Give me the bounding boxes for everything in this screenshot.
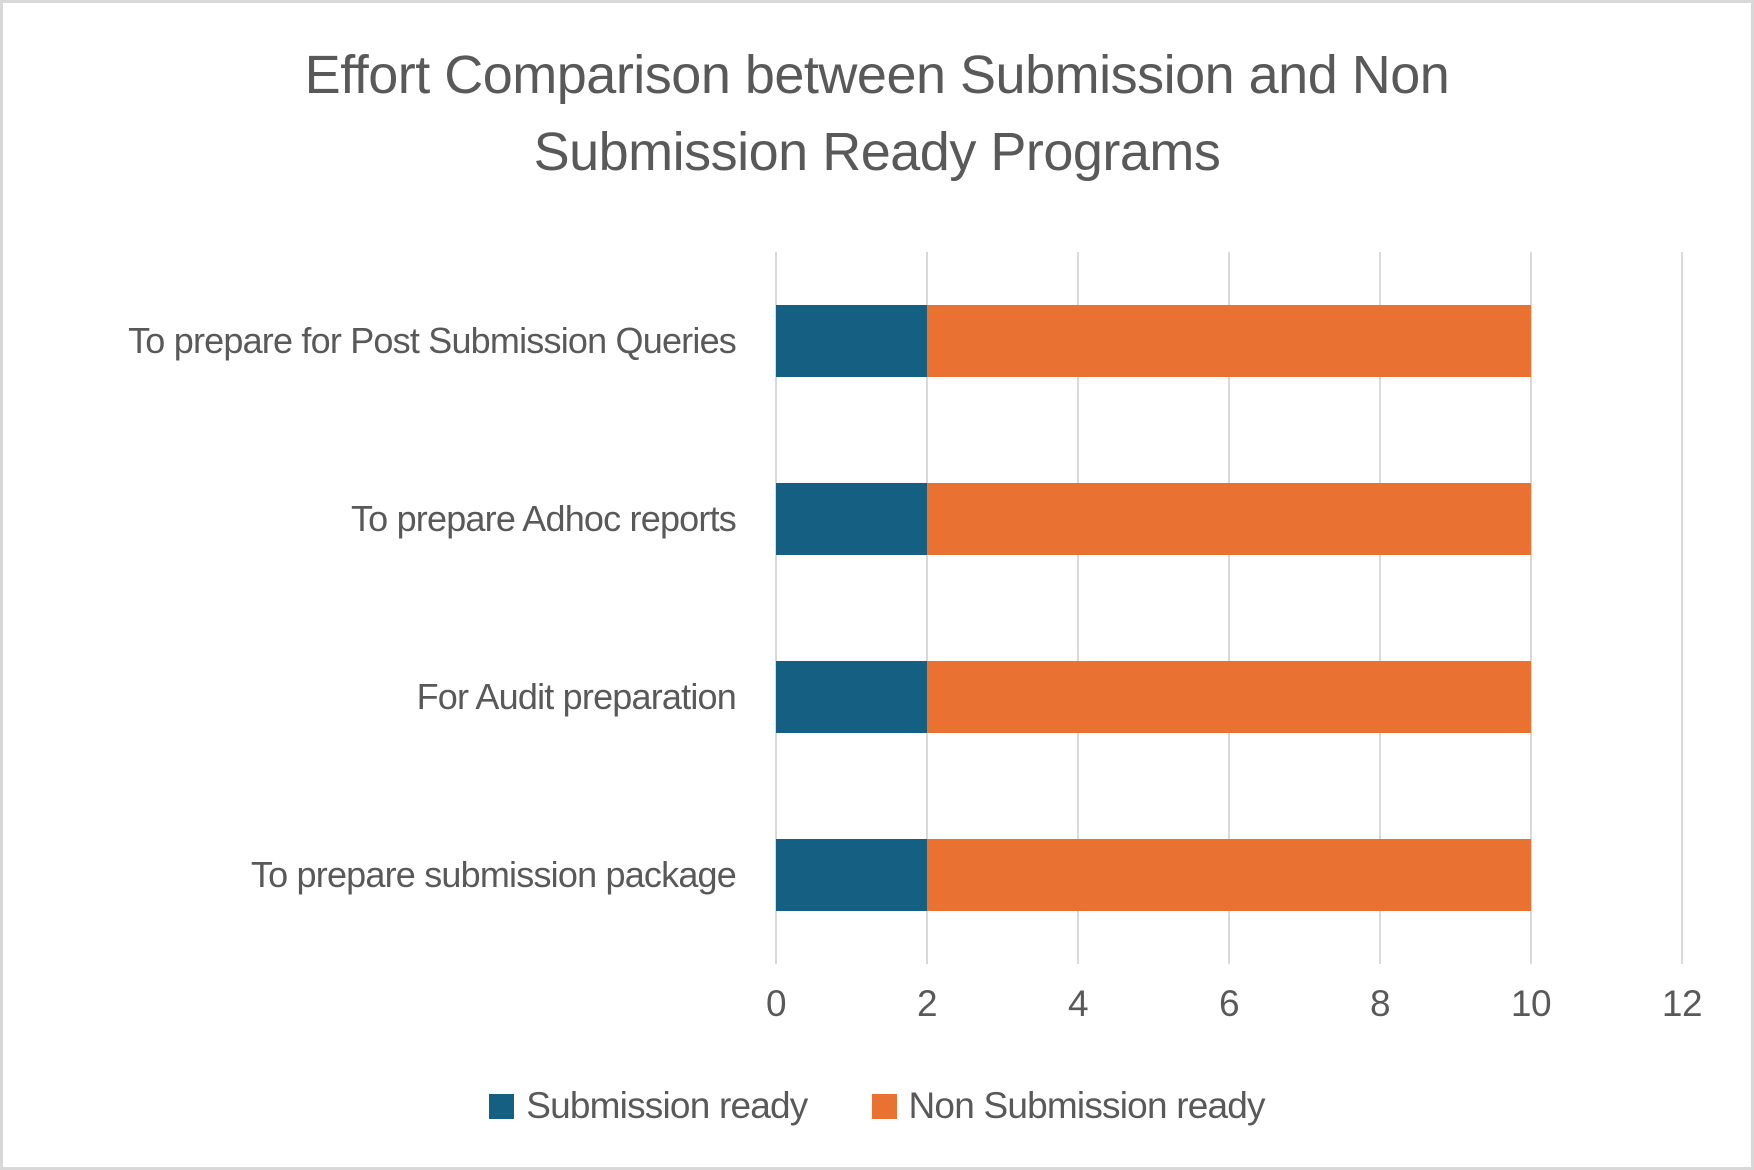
category-label: To prepare for Post Submission Queries — [128, 320, 737, 361]
bar-segment-submission-ready — [776, 483, 927, 555]
chart-title: Effort Comparison between Submission and… — [3, 37, 1751, 191]
bar-segment-submission-ready — [776, 305, 927, 377]
bar-segment-submission-ready — [776, 839, 927, 911]
bar-row — [776, 252, 1682, 430]
gridline — [1076, 252, 1079, 964]
legend-item: Submission ready — [489, 1085, 808, 1127]
plot-area — [775, 252, 1683, 964]
x-tick-label: 2 — [916, 983, 938, 1024]
x-tick-label: 10 — [1510, 983, 1552, 1024]
legend-label: Non Submission ready — [908, 1085, 1266, 1126]
bar-segment-non-submission-ready — [926, 661, 1531, 733]
gridline — [775, 252, 777, 964]
gridline — [925, 252, 928, 964]
legend: Submission ready Non Submission ready — [3, 1085, 1751, 1127]
bar-segment-non-submission-ready — [926, 305, 1531, 377]
x-tick-label: 6 — [1218, 983, 1240, 1024]
category-label: To prepare Adhoc reports — [350, 498, 737, 539]
legend-label: Submission ready — [526, 1085, 808, 1126]
legend-item: Non Submission ready — [871, 1085, 1266, 1127]
bar-segment-non-submission-ready — [926, 483, 1531, 555]
category-label: For Audit preparation — [416, 676, 737, 717]
x-tick-label: 12 — [1661, 983, 1703, 1024]
bar-segment-non-submission-ready — [926, 839, 1531, 911]
x-tick-label: 8 — [1369, 983, 1391, 1024]
chart-title-line-1: Effort Comparison between Submission and… — [304, 45, 1450, 105]
category-label: To prepare submission package — [250, 854, 737, 895]
x-tick-label: 4 — [1067, 983, 1089, 1024]
bar-row — [776, 430, 1682, 608]
gridline — [1378, 252, 1381, 964]
bar-row — [776, 608, 1682, 786]
x-axis-labels: 0 2 4 6 8 10 12 — [766, 983, 1703, 1031]
gridline — [1228, 252, 1230, 964]
gridline — [1681, 252, 1683, 964]
x-tick-label: 0 — [765, 983, 787, 1024]
chart-title-line-2: Submission Ready Programs — [533, 122, 1221, 182]
legend-swatch-icon — [489, 1093, 515, 1119]
y-axis-labels: To prepare for Post Submission Queries To… — [3, 252, 756, 964]
bar-row — [776, 786, 1682, 964]
bar-segment-submission-ready — [776, 661, 927, 733]
legend-swatch-icon — [871, 1093, 897, 1119]
gridline — [1530, 252, 1532, 964]
